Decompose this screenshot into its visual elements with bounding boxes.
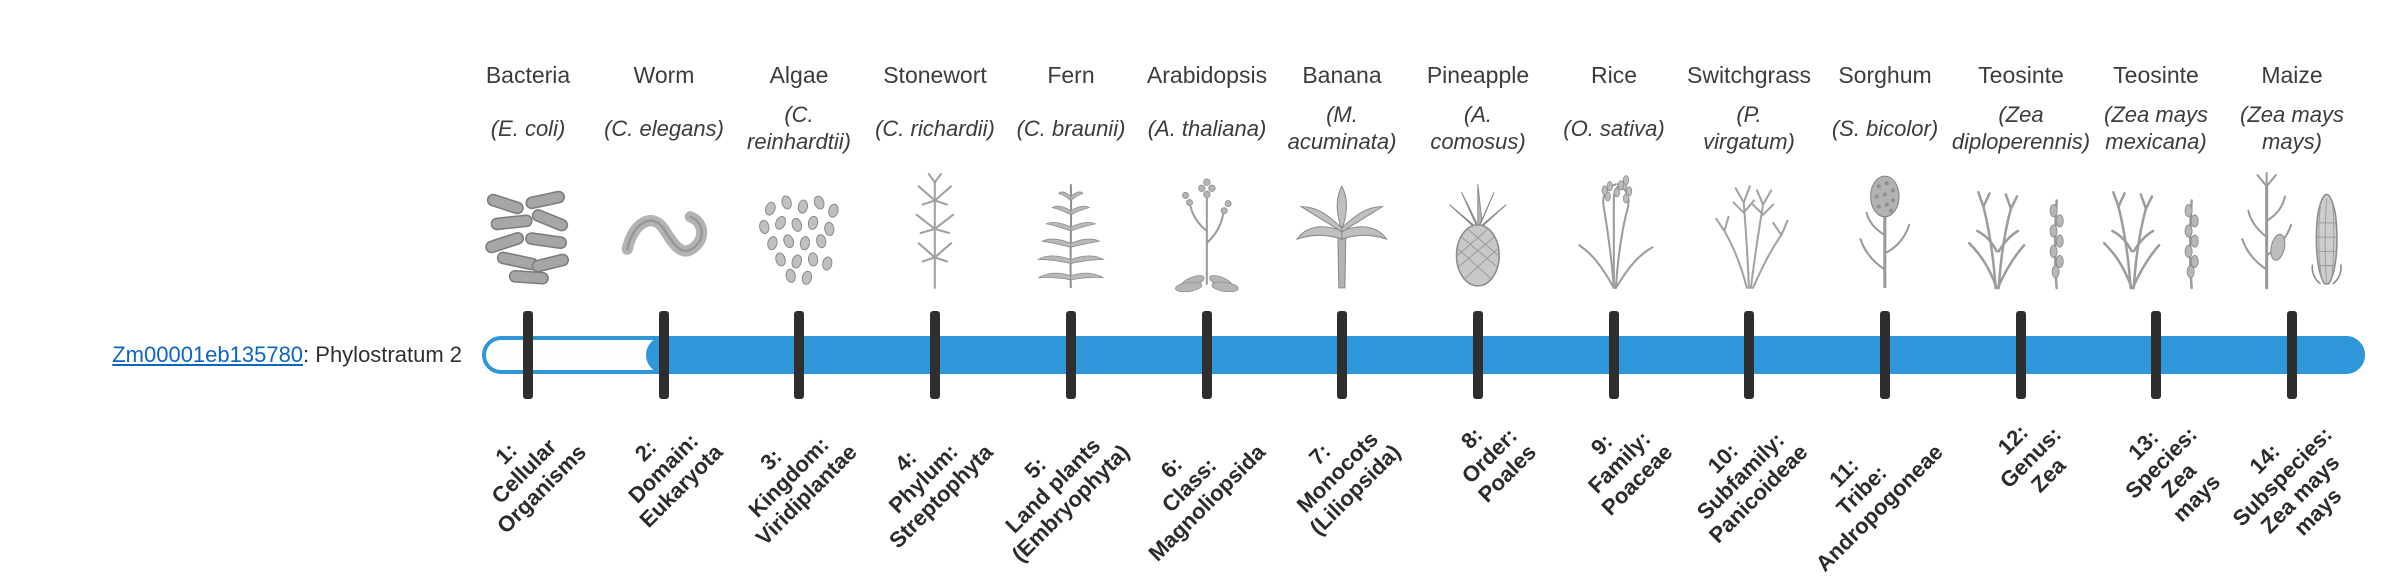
species-name: (C. braunii) — [1016, 115, 1126, 141]
teosinte-icon — [2076, 166, 2236, 292]
phylostratum-label: 13: Species: Zea mays — [2119, 421, 2225, 527]
species-name: (Zea mays mays) — [2240, 102, 2344, 154]
phylostratum-tick — [1202, 311, 1212, 399]
phylostratum-tick — [2016, 311, 2026, 399]
species-name: (Zea diploperennis) — [1951, 102, 2091, 154]
bacteria-icon — [448, 166, 608, 292]
organism-name: Rice — [1590, 62, 1637, 88]
species-name: (A. thaliana) — [1147, 115, 1267, 141]
phylostratum-tick — [1880, 311, 1890, 399]
algae-icon — [719, 166, 879, 292]
phylostratum-tick — [2151, 311, 2161, 399]
organism-name: Teosinte — [2113, 62, 2199, 88]
phylostratum-label: 1: Cellular Organisms — [486, 433, 592, 539]
banana-plant-icon — [1262, 166, 1422, 292]
phylostratum-label: 12: Genus: Zea — [1992, 419, 2071, 498]
phylostratum-tick — [1609, 311, 1619, 399]
species-name: (C. elegans) — [604, 115, 724, 141]
phylostratum-label: 6: Class: Magnoliopsida — [1143, 439, 1271, 566]
phylostratum-label: 4: Phylum: Streptophyta — [884, 438, 999, 553]
phylostratum-label: 2: Domain: Eukaryota — [622, 428, 728, 533]
gene-label: Zm00001eb135780: Phylostratum 2 — [16, 341, 462, 369]
worm-icon — [584, 166, 744, 292]
organism-name: Sorghum — [1838, 62, 1932, 88]
organism-name: Algae — [769, 62, 829, 88]
organism-name: Teosinte — [1978, 62, 2064, 88]
species-name: (P. virgatum) — [1703, 102, 1795, 154]
phylostratum-tick — [1337, 311, 1347, 399]
phylostratum-label: 5: Land plants (Embryophyta) — [1000, 432, 1135, 567]
species-name: (O. sativa) — [1563, 115, 1665, 141]
phylostratum-tick — [1473, 311, 1483, 399]
phylostratum-tick — [930, 311, 940, 399]
organism-name: Arabidopsis — [1146, 62, 1268, 88]
teosinte-icon — [1941, 166, 2101, 292]
arabidopsis-icon — [1127, 166, 1287, 292]
sorghum-icon — [1805, 166, 1965, 292]
pineapple-icon — [1398, 166, 1558, 292]
fern-icon — [991, 166, 1151, 292]
phylostratum-tick — [1744, 311, 1754, 399]
phylostratum-label: 3: Kingdom: Viridiplantae — [743, 431, 863, 551]
phylostratum-tick — [659, 311, 669, 399]
phylostratum-tick — [794, 311, 804, 399]
maize-icon — [2212, 166, 2372, 292]
phylostratum-label: 8: Order: Poales — [1456, 422, 1542, 508]
phylostratum-label: 7: Monocots (Liliopsida) — [1291, 426, 1406, 540]
phylostratum-label: 9: Family: Poaceae — [1582, 426, 1678, 521]
rice-plant-icon — [1534, 166, 1694, 292]
stonewort-icon — [855, 166, 1015, 292]
species-name: (S. bicolor) — [1831, 115, 1939, 141]
organism-name: Stonewort — [883, 62, 987, 88]
organism-name: Bacteria — [485, 62, 571, 88]
timeline-bar-fill — [646, 336, 2365, 374]
switchgrass-icon — [1669, 166, 1829, 292]
phylostratum-label: 14: Subspecies: Zea mays mays — [2228, 421, 2347, 541]
phylostratum-tick — [523, 311, 533, 399]
timeline-bar — [482, 336, 2365, 374]
phylostratum-tick — [1066, 311, 1076, 399]
species-name: (A. comosus) — [1430, 102, 1526, 154]
organism-name: Switchgrass — [1687, 62, 1811, 88]
organism-name: Maize — [2261, 62, 2323, 88]
organism-name: Banana — [1302, 62, 1382, 88]
species-name: (C. richardii) — [875, 115, 995, 141]
phylostratum-label: 11: Tribe: Andropogoneae — [1811, 439, 1949, 577]
species-name: (Zea mays mexicana) — [2104, 102, 2208, 154]
gene-phylostratum-text: : Phylostratum 2 — [303, 342, 462, 367]
organism-name: Worm — [633, 62, 695, 88]
organism-name: Pineapple — [1426, 62, 1530, 88]
species-name: (E. coli) — [490, 115, 566, 141]
species-name: (C. reinhardtii) — [747, 102, 851, 154]
organism-name: Fern — [1047, 62, 1095, 88]
phylostratum-tick — [2287, 311, 2297, 399]
gene-link[interactable]: Zm00001eb135780 — [112, 342, 304, 367]
species-name: (M. acuminata) — [1287, 102, 1397, 154]
